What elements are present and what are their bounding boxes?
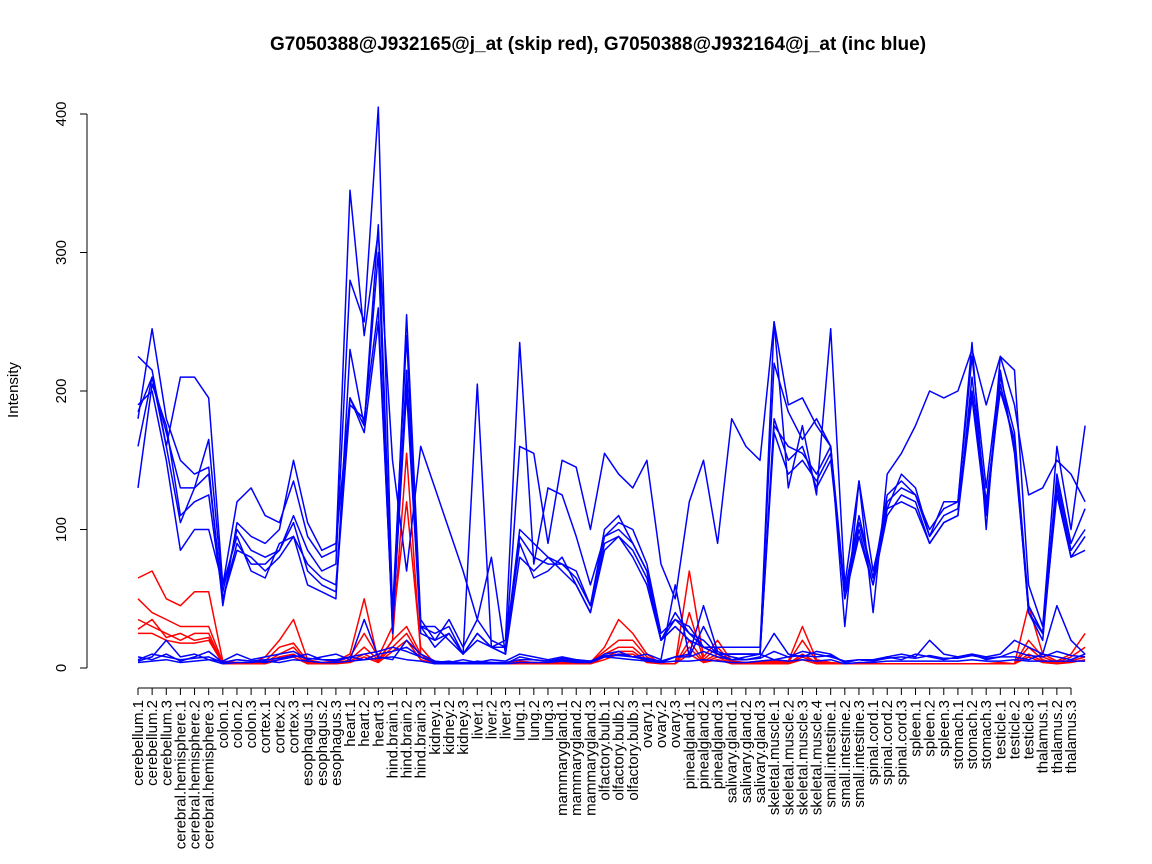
x-tick-label: lung.2: [526, 700, 543, 741]
x-tick-label: olfactory.bulb.2: [611, 700, 628, 801]
x-tick-label: skeletal.muscle.4: [809, 700, 826, 815]
y-tick-label: 0: [53, 664, 70, 672]
inc-series-line-3: [137, 251, 1086, 655]
x-tick-label: colon.2: [229, 700, 246, 748]
x-tick-label: kidney.2: [441, 700, 458, 755]
x-tick-label: esophagus.3: [328, 700, 345, 786]
y-tick-label: 200: [53, 378, 70, 403]
x-tick-label: salivary.gland.3: [752, 700, 769, 803]
x-tick-label: cortex.2: [271, 700, 288, 753]
x-tick-label: kidney.1: [427, 700, 444, 755]
y-tick-label: 300: [53, 240, 70, 265]
x-tick-label: hind.brain.1: [384, 700, 401, 778]
x-tick-label: ovary.2: [653, 700, 670, 748]
x-tick-label: colon.1: [215, 700, 232, 748]
x-tick-label: thalamus.1: [1035, 700, 1052, 773]
x-tick-label: spinal.cord.1: [865, 700, 882, 785]
x-tick-label: cortex.1: [257, 700, 274, 753]
inc-series-line-1: [137, 224, 1086, 655]
inc-series-line-9: [137, 656, 1086, 665]
x-tick-label: cerebellum.1: [130, 700, 147, 786]
x-tick-label: pinealgland.1: [681, 700, 698, 789]
x-tick-label: pinealgland.3: [710, 700, 727, 789]
x-tick-label: thalamus.2: [1049, 700, 1066, 773]
x-tick-label: skeletal.muscle.2: [780, 700, 797, 815]
x-tick-label: esophagus.1: [300, 700, 317, 786]
x-tick-label: spleen.1: [908, 700, 925, 757]
x-tick-label: heart.3: [370, 700, 387, 747]
x-tick-label: liver.2: [483, 700, 500, 739]
inc-series-line-5: [137, 307, 1086, 655]
x-tick-label: lung.1: [512, 700, 529, 741]
x-tick-label: thalamus.3: [1063, 700, 1080, 773]
x-tick-label: salivary.gland.1: [724, 700, 741, 803]
x-tick-label: olfactory.bulb.3: [625, 700, 642, 801]
inc-series-line-10: [137, 646, 1086, 664]
x-axis: cerebellum.1cerebellum.2cerebellum.3cere…: [130, 687, 1080, 849]
x-tick-label: ovary.3: [667, 700, 684, 748]
x-tick-label: stomach.3: [978, 700, 995, 769]
x-tick-label: cortex.3: [286, 700, 303, 753]
inc-series-line-2: [137, 106, 1086, 655]
x-tick-label: spleen.2: [922, 700, 939, 757]
x-tick-label: mammarygland.1: [554, 700, 571, 816]
x-tick-label: esophagus.2: [314, 700, 331, 786]
x-tick-label: ovary.1: [639, 700, 656, 748]
x-tick-label: mammarygland.2: [568, 700, 585, 816]
x-tick-label: pinealgland.2: [695, 700, 712, 789]
x-tick-label: kidney.3: [455, 700, 472, 755]
x-tick-label: cerebral.hemisphere.3: [201, 700, 218, 849]
x-tick-label: spleen.3: [936, 700, 953, 757]
x-tick-label: testicle.1: [992, 700, 1009, 759]
x-tick-label: salivary.gland.2: [738, 700, 755, 803]
x-tick-label: skeletal.muscle.1: [766, 700, 783, 815]
skip-series-line-1: [137, 452, 1086, 665]
x-tick-label: testicle.3: [1021, 700, 1038, 759]
y-axis: 0 100 200 300 400: [53, 101, 88, 672]
x-tick-label: cerebral.hemisphere.1: [172, 700, 189, 849]
x-tick-label: stomach.2: [964, 700, 981, 769]
x-tick-label: testicle.2: [1006, 700, 1023, 759]
x-tick-label: small.intestine.3: [851, 700, 868, 808]
x-tick-label: cerebellum.2: [144, 700, 161, 786]
x-tick-label: spinal.cord.2: [879, 700, 896, 785]
x-tick-label: liver.3: [498, 700, 515, 739]
x-tick-label: mammarygland.3: [582, 700, 599, 816]
inc-series-line-6: [137, 189, 1086, 655]
x-tick-label: small.intestine.1: [823, 700, 840, 808]
x-tick-label: lung.3: [540, 700, 557, 741]
x-tick-label: cerebral.hemisphere.2: [187, 700, 204, 849]
x-tick-label: small.intestine.2: [837, 700, 854, 808]
series-group: [137, 106, 1086, 665]
x-tick-label: spinal.cord.3: [893, 700, 910, 785]
inc-series-line-4: [137, 321, 1086, 655]
x-tick-label: skeletal.muscle.3: [794, 700, 811, 815]
x-tick-label: olfactory.bulb.1: [597, 700, 614, 801]
y-tick-label: 100: [53, 517, 70, 542]
x-tick-label: hind.brain.3: [413, 700, 430, 778]
x-tick-label: cerebellum.3: [158, 700, 175, 786]
chart-title: G7050388@J932165@j_at (skip red), G70503…: [270, 34, 926, 55]
x-tick-label: heart.2: [356, 700, 373, 747]
y-tick-label: 400: [53, 101, 70, 126]
x-tick-label: liver.1: [469, 700, 486, 739]
x-tick-label: hind.brain.2: [399, 700, 416, 778]
x-tick-label: colon.3: [243, 700, 260, 748]
x-tick-label: stomach.1: [950, 700, 967, 769]
x-tick-label: heart.1: [342, 700, 359, 747]
y-axis-label: Intensity: [5, 362, 22, 418]
